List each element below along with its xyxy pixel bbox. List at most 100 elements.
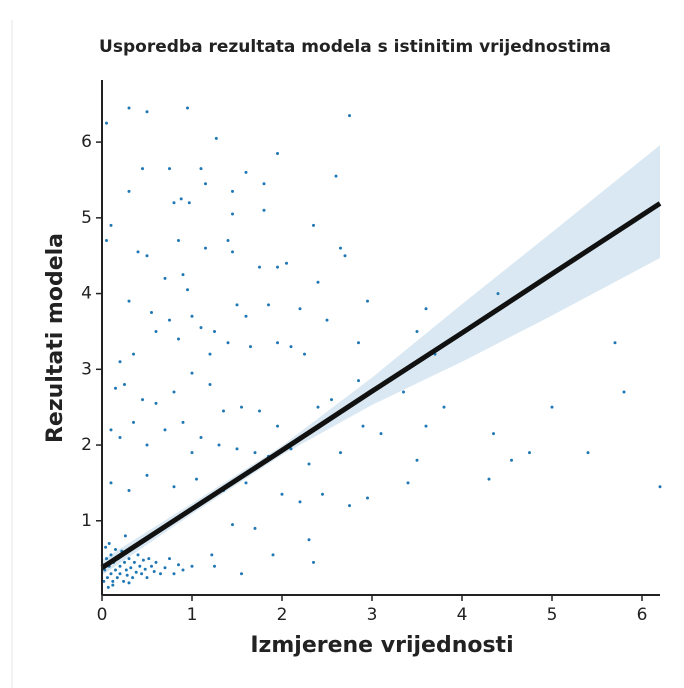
data-point — [141, 167, 144, 171]
data-point — [199, 435, 203, 439]
data-point — [312, 560, 315, 564]
data-point — [528, 451, 531, 455]
data-point — [415, 458, 419, 462]
data-point — [177, 337, 180, 341]
data-point — [325, 318, 329, 322]
data-point — [154, 560, 158, 564]
data-point — [199, 167, 203, 171]
data-point — [276, 265, 279, 269]
data-point — [105, 557, 108, 561]
data-point — [115, 576, 119, 580]
data-point — [289, 447, 293, 451]
data-point — [154, 401, 158, 405]
data-point — [343, 254, 347, 258]
x-tick-label: 3 — [367, 605, 378, 625]
data-point — [339, 246, 342, 250]
y-tick-label: 6 — [81, 132, 92, 152]
data-point — [231, 212, 234, 216]
data-point — [127, 106, 131, 110]
data-point — [138, 564, 142, 568]
data-point — [118, 564, 122, 568]
data-point — [114, 568, 117, 572]
x-axis-label: Izmjerene vrijednosti — [250, 633, 513, 658]
data-point — [276, 424, 279, 428]
data-point — [658, 485, 662, 489]
data-point — [134, 570, 138, 574]
y-tick-label: 3 — [81, 359, 92, 379]
data-point — [145, 110, 149, 114]
y-axis-label: Rezultati modela — [43, 233, 68, 443]
x-tick-label: 6 — [637, 605, 648, 625]
data-point — [123, 534, 127, 538]
data-point — [492, 432, 495, 436]
data-point — [109, 481, 113, 485]
y-tick-label: 2 — [81, 435, 92, 455]
data-point — [163, 428, 167, 432]
data-point — [235, 303, 239, 307]
data-point — [109, 553, 113, 557]
data-point — [131, 576, 135, 580]
data-point — [132, 352, 135, 356]
data-point — [143, 567, 147, 571]
x-tick-label: 0 — [97, 605, 108, 625]
data-point — [321, 492, 324, 496]
data-point — [181, 568, 185, 572]
data-point — [163, 276, 167, 280]
data-point — [204, 182, 207, 186]
data-point — [141, 558, 145, 562]
data-point — [181, 420, 185, 424]
y-tick-label: 5 — [81, 208, 92, 228]
data-point — [168, 167, 171, 171]
data-point — [208, 382, 212, 386]
data-point — [102, 579, 106, 583]
data-point — [550, 405, 554, 409]
data-point — [150, 311, 153, 315]
data-point — [154, 329, 158, 333]
data-point — [496, 292, 500, 296]
data-point — [271, 553, 275, 557]
data-point — [129, 566, 133, 570]
data-point — [177, 239, 180, 243]
data-point — [240, 572, 243, 576]
data-point — [132, 560, 136, 564]
x-tick-label: 1 — [187, 605, 198, 625]
data-point — [222, 409, 225, 413]
data-point — [125, 573, 129, 577]
data-point — [298, 500, 302, 504]
data-point — [424, 424, 428, 428]
data-point — [613, 341, 617, 345]
data-point — [244, 170, 248, 174]
data-point — [214, 136, 218, 140]
data-point — [357, 341, 360, 345]
data-point — [109, 428, 113, 432]
data-point — [249, 345, 252, 349]
data-point — [168, 318, 171, 322]
data-point — [127, 581, 131, 585]
data-point — [136, 553, 140, 557]
data-point — [190, 314, 194, 318]
data-point — [145, 254, 149, 258]
data-point — [276, 151, 279, 155]
y-tick-label: 1 — [81, 511, 92, 531]
data-point — [104, 545, 108, 549]
data-point — [348, 114, 351, 118]
data-point — [226, 341, 230, 345]
data-point — [262, 208, 266, 212]
data-point — [114, 548, 117, 552]
data-point — [622, 390, 626, 394]
data-point — [276, 341, 279, 345]
data-point — [124, 568, 128, 572]
data-point — [357, 379, 360, 383]
data-point — [208, 352, 212, 356]
data-point — [172, 485, 176, 489]
data-point — [172, 390, 176, 394]
data-point — [330, 398, 333, 402]
data-point — [307, 462, 311, 466]
data-point — [366, 299, 369, 303]
data-point — [258, 409, 261, 413]
data-point — [105, 576, 109, 580]
data-point — [361, 424, 365, 428]
data-point — [105, 121, 108, 125]
